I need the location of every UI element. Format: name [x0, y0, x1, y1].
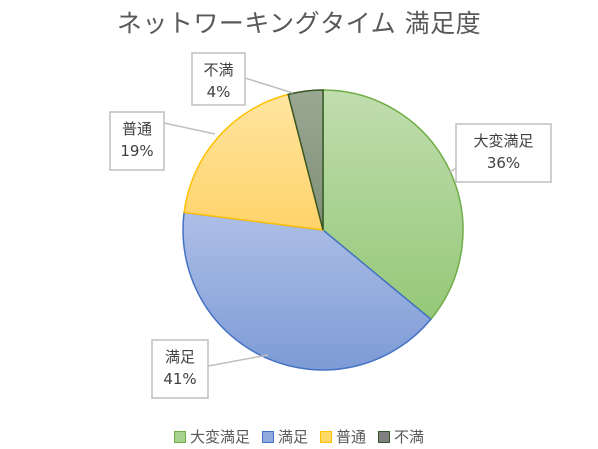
data-label-box-1: [151, 339, 209, 399]
legend: 大変満足 満足 普通 不満: [0, 426, 598, 447]
legend-label-0: 大変満足: [189, 428, 250, 446]
data-label-1: 満足 41%: [151, 339, 209, 399]
legend-swatch-0: [173, 430, 186, 443]
legend-label-3: 不満: [394, 428, 425, 446]
data-label-category-2: 普通: [122, 120, 152, 138]
data-label-percent-0: 36%: [487, 154, 520, 172]
legend-label-1: 満足: [277, 428, 308, 446]
legend-swatch-1: [261, 430, 274, 443]
leader-line-3: [244, 77, 294, 94]
data-label-box-3: [191, 52, 246, 106]
data-label-percent-1: 41%: [163, 370, 196, 388]
chart-title: ネットワーキングタイム 満足度: [116, 9, 482, 38]
data-label-category-1: 満足: [165, 348, 195, 366]
data-label-2: 普通 19%: [109, 111, 165, 171]
data-label-0: 大変満足 36%: [455, 123, 552, 183]
pie-chart: 大変満足 36% 満足 41% 普通 19% 不満 4%: [109, 52, 552, 399]
data-label-category-3: 不満: [203, 61, 233, 79]
pie-slice-1: [182, 211, 432, 371]
leader-line-2: [163, 122, 216, 135]
pie-slice-2: [183, 93, 325, 231]
leader-line-0: [446, 167, 457, 175]
legend-label-2: 普通: [336, 428, 367, 446]
data-label-box-0: [455, 123, 552, 183]
pie-slice-3: [287, 89, 324, 231]
data-label-box-2: [109, 111, 165, 171]
legend-swatch-2: [320, 430, 332, 443]
data-label-percent-2: 19%: [120, 142, 153, 160]
legend-item-3: 不満: [378, 426, 424, 447]
legend-item-1: 満足: [261, 426, 308, 447]
legend-swatch-3: [378, 430, 391, 443]
legend-item-0: 大変満足: [173, 426, 250, 447]
pie-slice-0: [322, 89, 464, 321]
data-label-3: 不満 4%: [191, 52, 246, 106]
leader-line-1: [207, 354, 269, 367]
data-label-category-0: 大変満足: [473, 132, 533, 150]
data-label-percent-3: 4%: [207, 83, 231, 101]
legend-item-2: 普通: [320, 426, 366, 447]
